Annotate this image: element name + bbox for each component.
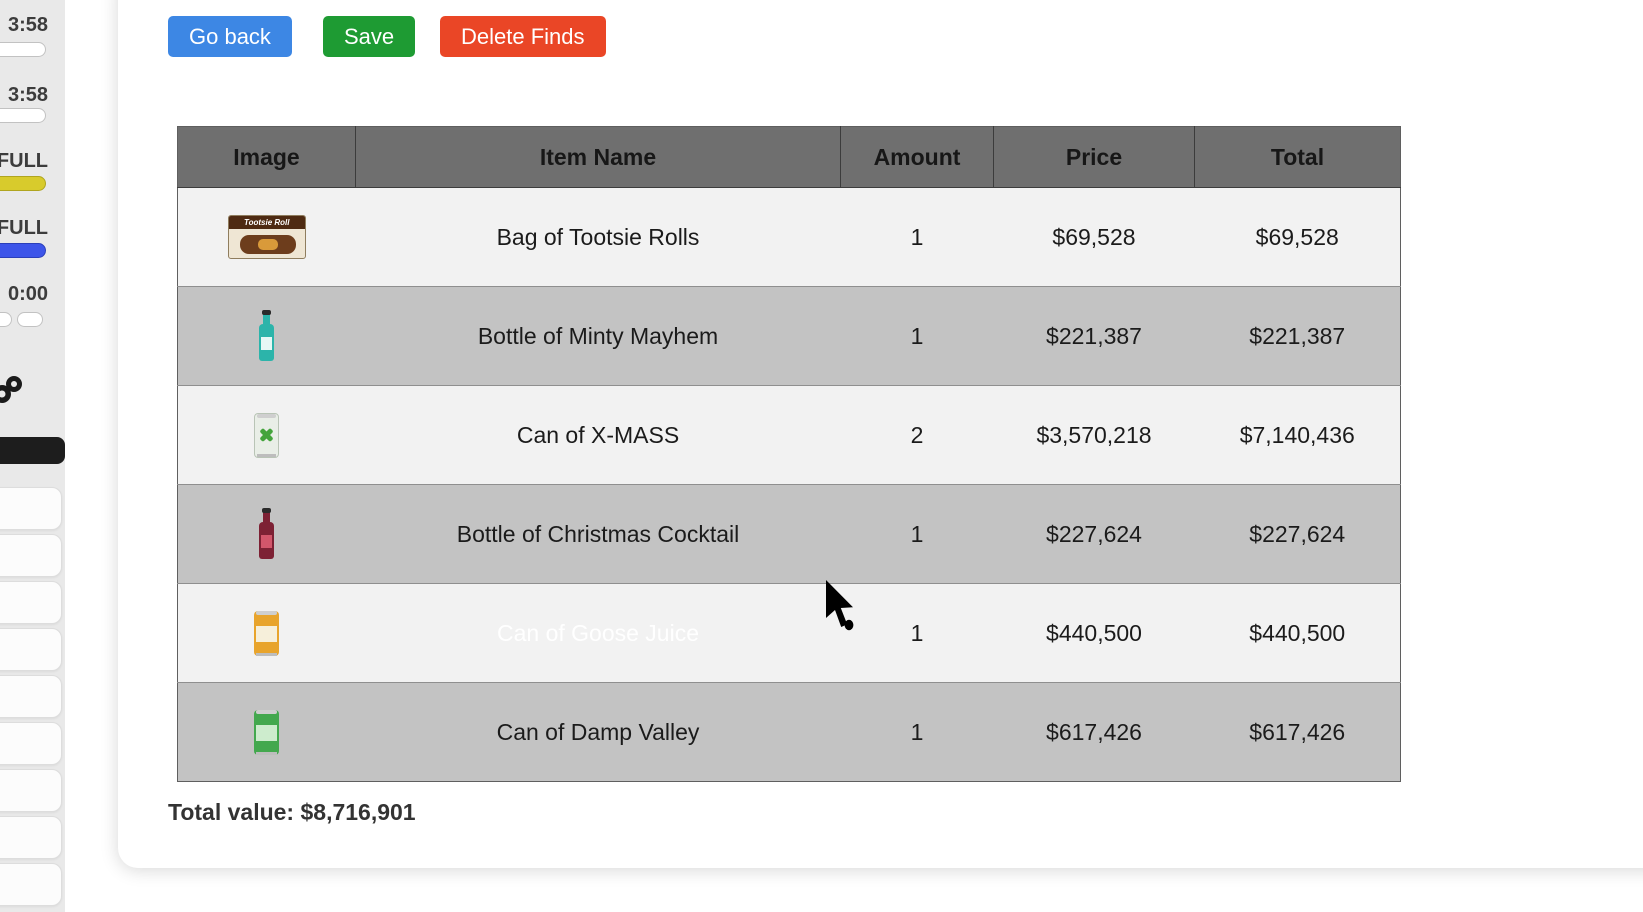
full-label: FULL (0, 217, 48, 239)
tootsie-rolls-bag-icon: Tootsie Roll (227, 215, 306, 259)
price-cell: $617,426 (993, 682, 1195, 782)
timer-label: 3:58 (7, 84, 48, 106)
goose-juice-can-icon (254, 610, 280, 656)
item-image-cell (177, 385, 356, 485)
progress-bar (0, 108, 46, 123)
amount-cell: 1 (840, 682, 994, 782)
full-label: FULL (0, 150, 48, 172)
amount-cell: 1 (840, 187, 994, 287)
go-back-button[interactable]: Go back (168, 16, 292, 57)
timer-label: 0:00 (7, 283, 48, 305)
sidebar-list-item[interactable] (0, 534, 62, 577)
sidebar-list-item[interactable] (0, 769, 62, 812)
price-cell: $227,624 (993, 484, 1195, 584)
full-bar-blue (0, 243, 46, 258)
save-button[interactable]: Save (323, 16, 416, 57)
bag-label: Tootsie Roll (228, 216, 305, 229)
sidebar-list-item[interactable] (0, 863, 62, 906)
total-cell: $221,387 (1194, 286, 1401, 386)
x-mass-can-icon (254, 412, 280, 458)
header-total: Total (1194, 126, 1401, 188)
total-cell: $440,500 (1194, 583, 1401, 683)
header-amount: Amount (840, 126, 994, 188)
price-cell: $3,570,218 (993, 385, 1195, 485)
price-cell: $69,528 (993, 187, 1195, 287)
progress-bar (0, 42, 46, 57)
table-row[interactable]: Can of X-MASS 2 $3,570,218 $7,140,436 (177, 385, 1401, 485)
total-cell: $617,426 (1194, 682, 1401, 782)
sidebar-list-item[interactable] (0, 581, 62, 624)
header-item-name: Item Name (355, 126, 841, 188)
total-cell: $69,528 (1194, 187, 1401, 287)
amount-cell: 1 (840, 484, 994, 584)
item-image-cell: Tootsie Roll (177, 187, 356, 287)
sidebar-list-item[interactable] (0, 722, 62, 765)
empty-bar-segment (17, 312, 43, 327)
table-row[interactable]: Can of Damp Valley 1 $617,426 $617,426 (177, 682, 1401, 782)
item-name-cell[interactable]: Bottle of Minty Mayhem (355, 286, 841, 386)
table-row[interactable]: Bottle of Minty Mayhem 1 $221,387 $221,3… (177, 286, 1401, 386)
item-name-cell-highlighted[interactable]: Can of Goose Juice (355, 583, 841, 683)
item-name-cell[interactable]: Bottle of Christmas Cocktail (355, 484, 841, 584)
price-cell: $440,500 (993, 583, 1195, 683)
item-name-cell[interactable]: Bag of Tootsie Rolls (355, 187, 841, 287)
header-price: Price (993, 126, 1195, 188)
mouse-cursor (824, 580, 858, 637)
empty-bar-segment (0, 312, 12, 327)
total-value-label: Total value: $8,716,901 (168, 799, 416, 825)
full-bar-yellow (0, 176, 46, 191)
item-image-cell (177, 286, 356, 386)
amount-cell: 1 (840, 286, 994, 386)
sidebar-dice-icon (0, 372, 26, 411)
total-cell: $7,140,436 (1194, 385, 1401, 485)
item-name-cell[interactable]: Can of Damp Valley (355, 682, 841, 782)
sidebar: 3:58 3:58 FULL FULL 0:00 (0, 0, 65, 912)
sidebar-list-item[interactable] (0, 487, 62, 530)
damp-valley-can-icon (254, 709, 280, 755)
delete-finds-button[interactable]: Delete Finds (440, 16, 606, 57)
price-cell: $221,387 (993, 286, 1195, 386)
header-image: Image (177, 126, 356, 188)
table-row-highlighted[interactable]: Can of Goose Juice 1 $440,500 $440,500 (177, 583, 1401, 683)
timer-label: 3:58 (7, 14, 48, 36)
sidebar-list-item[interactable] (0, 816, 62, 859)
table-row[interactable]: Bottle of Christmas Cocktail 1 $227,624 … (177, 484, 1401, 584)
total-cell: $227,624 (1194, 484, 1401, 584)
sidebar-active-item[interactable] (0, 437, 65, 464)
amount-cell: 1 (840, 583, 994, 683)
sidebar-list-item[interactable] (0, 628, 62, 671)
item-image-cell (177, 583, 356, 683)
amount-cell: 2 (840, 385, 994, 485)
christmas-cocktail-bottle-icon (259, 507, 275, 559)
item-image-cell (177, 484, 356, 584)
item-image-cell (177, 682, 356, 782)
table-header-row: Image Item Name Amount Price Total (177, 126, 1401, 188)
inventory-table: Image Item Name Amount Price Total Toots… (177, 126, 1401, 782)
minty-mayhem-bottle-icon (259, 309, 275, 361)
table-row[interactable]: Tootsie Roll Bag of Tootsie Rolls 1 $69,… (177, 187, 1401, 287)
sidebar-list-item[interactable] (0, 675, 62, 718)
item-name-cell[interactable]: Can of X-MASS (355, 385, 841, 485)
